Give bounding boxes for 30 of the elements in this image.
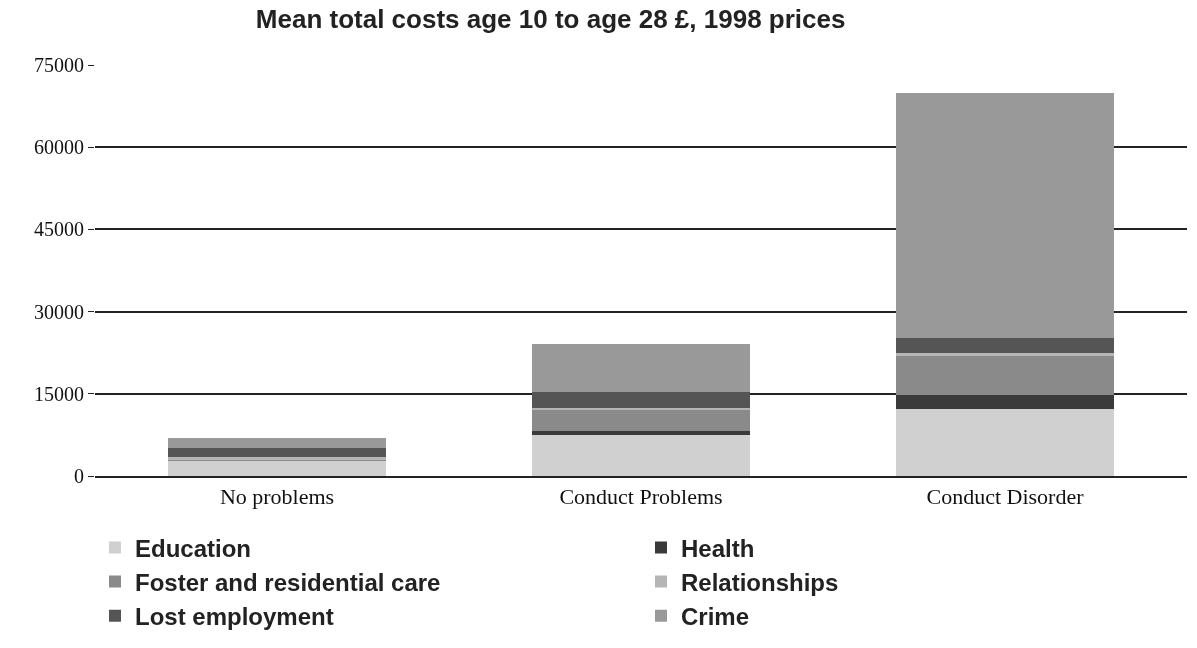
y-tick-label: 45000 [34, 218, 84, 241]
legend-label: Foster and residential care [135, 568, 441, 596]
y-tick-label: 60000 [34, 136, 84, 159]
x-tick-label: Conduct Disorder [926, 484, 1085, 510]
bar [531, 391, 751, 408]
legend-label: Health [681, 534, 755, 562]
bar [895, 408, 1115, 476]
bar [167, 438, 387, 448]
bar [167, 460, 387, 476]
bar [895, 355, 1115, 395]
bar [895, 394, 1115, 409]
x-tick-label: Conduct Problems [559, 484, 723, 510]
bar [895, 338, 1115, 354]
bar [895, 353, 1115, 356]
legend-label: Lost employment [135, 603, 334, 631]
bar [531, 431, 751, 436]
y-tick-label: 0 [74, 465, 84, 487]
legend-label: Relationships [681, 568, 839, 596]
y-tick-label: 75000 [34, 54, 84, 76]
y-tick-label: 30000 [34, 300, 84, 323]
x-tick-label: No problems [219, 484, 335, 510]
bar [895, 92, 1115, 339]
bar [531, 435, 751, 476]
bar [531, 409, 751, 432]
bar [531, 344, 751, 392]
legend-label: Education [135, 534, 252, 562]
chart-title: Mean total costs age 10 to age 28 £, 1998 prices [255, 3, 846, 34]
y-tick-label: 15000 [34, 382, 84, 405]
legend-label: Crime [681, 603, 750, 631]
bar [167, 447, 387, 458]
